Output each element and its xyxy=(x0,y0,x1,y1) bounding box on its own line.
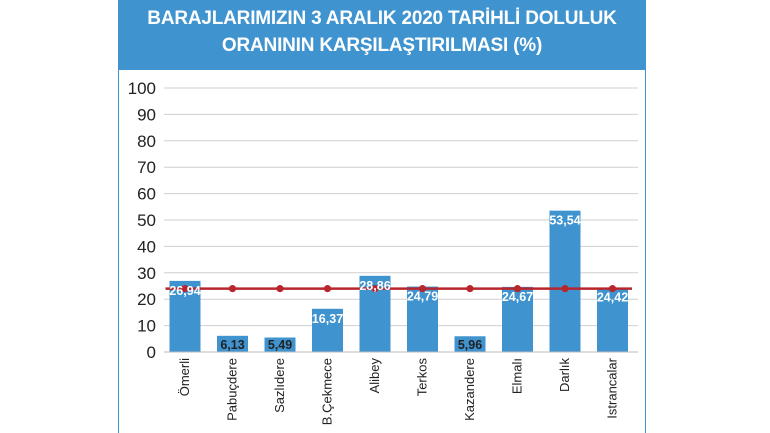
reference-marker-1 xyxy=(228,285,237,293)
bar-0 xyxy=(169,280,201,352)
bar-8 xyxy=(549,210,581,352)
chart-frame: 0 10 20 30 40 50 60 70 80 90 100 26,94 6,13 5,49 16,37… xyxy=(118,0,646,433)
reference-marker-4 xyxy=(371,285,379,293)
category-label-5: Terkos xyxy=(415,358,430,397)
category-label-4: Alibey xyxy=(367,358,382,394)
chart-svg: 0 10 20 30 40 50 60 70 80 90 100 26,94 6,13 5,49 16,37… xyxy=(118,0,646,433)
y-tick-label-90: 90 xyxy=(137,105,156,124)
category-label-6: Kazandere xyxy=(462,358,477,421)
data-label-6: 5,96 xyxy=(458,338,482,352)
category-label-9: Istrancalar xyxy=(605,357,620,418)
reference-marker-8 xyxy=(561,285,569,293)
category-label-8: Darlık xyxy=(557,358,572,392)
data-label-5: 24,79 xyxy=(407,290,438,304)
data-label-1: 6,13 xyxy=(220,338,244,352)
reference-marker-0 xyxy=(181,285,189,293)
y-tick-label-30: 30 xyxy=(137,264,156,283)
reference-marker-7 xyxy=(513,285,522,293)
bar-9 xyxy=(597,287,628,352)
data-label-4: 28,86 xyxy=(359,279,390,293)
chart-title-line-2: ORANININ KARŞILAŞTIRILMASI (%) xyxy=(221,35,543,56)
reference-marker-3 xyxy=(323,285,332,293)
reference-marker-6 xyxy=(466,285,474,293)
y-tick-label-100: 100 xyxy=(128,79,156,98)
y-tick-label-70: 70 xyxy=(137,158,156,177)
chart-header: BARAJLARIMIZIN 3 ARALIK 2020 TARİHLİ DOL… xyxy=(118,0,646,70)
bar-2 xyxy=(264,337,296,352)
data-label-0: 26,94 xyxy=(169,284,200,298)
category-label-0: Ömerli xyxy=(177,358,192,396)
reference-marker-9 xyxy=(608,285,617,293)
data-label-9: 24,42 xyxy=(597,291,628,305)
y-tick-label-10: 10 xyxy=(137,317,156,336)
data-label-8: 53,54 xyxy=(549,214,580,228)
y-tick-label-80: 80 xyxy=(137,132,156,151)
data-label-2: 5,49 xyxy=(268,338,292,352)
reference-marker-2 xyxy=(276,285,284,293)
category-label-1: Pabuçdere xyxy=(225,358,240,421)
y-tick-label-20: 20 xyxy=(137,290,156,309)
y-tick-label-0: 0 xyxy=(147,343,156,362)
chart-title-line-1: BARAJLARIMIZIN 3 ARALIK 2020 TARİHLİ DOL… xyxy=(147,8,617,29)
y-tick-label-40: 40 xyxy=(137,237,156,256)
category-label-2: Sazlıdere xyxy=(272,358,287,413)
header-background xyxy=(118,0,646,70)
bar-3 xyxy=(312,308,343,352)
data-label-7: 24,67 xyxy=(502,290,533,304)
category-label-7: Elmalı xyxy=(510,358,525,394)
bar-5 xyxy=(407,286,438,352)
y-tick-label-60: 60 xyxy=(137,185,156,204)
bar-6 xyxy=(454,336,486,352)
reference-marker-5 xyxy=(418,285,427,293)
y-tick-label-50: 50 xyxy=(137,211,156,230)
bar-7 xyxy=(502,286,533,352)
bar-1 xyxy=(217,335,248,352)
data-label-3: 16,37 xyxy=(312,312,343,326)
category-label-3: B.Çekmece xyxy=(320,358,335,425)
